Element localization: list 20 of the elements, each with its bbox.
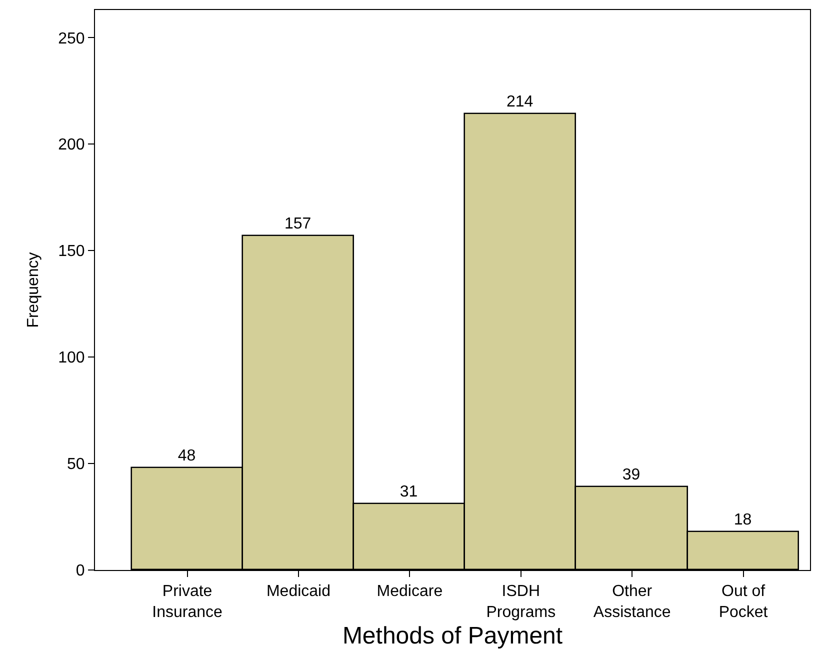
y-tick-label: 250 [58, 30, 85, 48]
y-axis-title: Frequency [24, 252, 42, 328]
x-tick-label: Private Insurance [152, 583, 223, 621]
x-tick-label: Out of Pocket [718, 583, 768, 621]
y-tick-label: 50 [67, 456, 85, 474]
y-tick-label: 150 [58, 243, 85, 260]
data-label: 18 [734, 511, 752, 528]
y-tick-label: 0 [76, 562, 85, 580]
x-tick-label: Medicare [376, 583, 443, 600]
y-tick-label: 200 [58, 136, 85, 154]
data-label: 48 [178, 447, 196, 464]
y-tick-label: 100 [58, 350, 85, 367]
data-label: 31 [400, 483, 418, 500]
x-tick-label: Medicaid [266, 583, 331, 600]
data-label: 157 [284, 215, 312, 232]
x-axis-title: Methods of Payment [342, 622, 563, 650]
x-tick-label: Other Assistance [593, 583, 671, 621]
x-tick-label: ISDH Programs [486, 583, 556, 621]
data-label: 39 [622, 466, 640, 484]
data-label: 214 [506, 93, 534, 110]
